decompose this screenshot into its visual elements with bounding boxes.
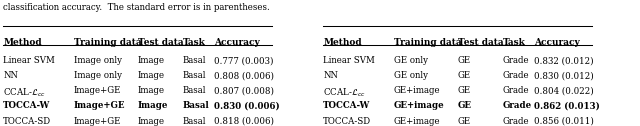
Text: Grade: Grade bbox=[502, 117, 529, 125]
Text: Accuracy: Accuracy bbox=[534, 38, 580, 47]
Text: Method: Method bbox=[3, 38, 42, 47]
Text: Image: Image bbox=[138, 101, 168, 110]
Text: Basal: Basal bbox=[182, 117, 206, 125]
Text: NN: NN bbox=[3, 71, 18, 80]
Text: Basal: Basal bbox=[182, 101, 209, 110]
Text: TOCCA-W: TOCCA-W bbox=[323, 101, 371, 110]
Text: Test data: Test data bbox=[138, 38, 183, 47]
Text: GE: GE bbox=[458, 86, 471, 95]
Text: GE: GE bbox=[458, 71, 471, 80]
Text: NN: NN bbox=[323, 71, 338, 80]
Text: TOCCA-SD: TOCCA-SD bbox=[323, 117, 371, 125]
Text: Grade: Grade bbox=[502, 71, 529, 80]
Text: Test data: Test data bbox=[458, 38, 503, 47]
Text: Basal: Basal bbox=[182, 56, 206, 65]
Text: 0.777 (0.003): 0.777 (0.003) bbox=[214, 56, 274, 65]
Text: Training data: Training data bbox=[74, 38, 141, 47]
Text: 0.830 (0.012): 0.830 (0.012) bbox=[534, 71, 594, 80]
Text: Image only: Image only bbox=[74, 56, 122, 65]
Text: 0.862 (0.013): 0.862 (0.013) bbox=[534, 101, 600, 110]
Text: Grade: Grade bbox=[502, 101, 532, 110]
Text: Accuracy: Accuracy bbox=[214, 38, 260, 47]
Text: Grade: Grade bbox=[502, 56, 529, 65]
Text: Image: Image bbox=[138, 56, 164, 65]
Text: GE+image: GE+image bbox=[394, 86, 440, 95]
Text: GE only: GE only bbox=[394, 56, 428, 65]
Text: Image+GE: Image+GE bbox=[74, 117, 121, 125]
Text: 0.807 (0.008): 0.807 (0.008) bbox=[214, 86, 275, 95]
Text: Task: Task bbox=[182, 38, 205, 47]
Text: Image: Image bbox=[138, 71, 164, 80]
Text: 0.804 (0.022): 0.804 (0.022) bbox=[534, 86, 594, 95]
Text: Basal: Basal bbox=[182, 71, 206, 80]
Text: 0.856 (0.011): 0.856 (0.011) bbox=[534, 117, 595, 125]
Text: GE+image: GE+image bbox=[394, 101, 444, 110]
Text: GE: GE bbox=[458, 101, 472, 110]
Text: Linear SVM: Linear SVM bbox=[323, 56, 375, 65]
Text: 0.818 (0.006): 0.818 (0.006) bbox=[214, 117, 275, 125]
Text: TOCCA-SD: TOCCA-SD bbox=[3, 117, 51, 125]
Text: CCAL-$\mathcal{L}_{cc}$: CCAL-$\mathcal{L}_{cc}$ bbox=[3, 86, 46, 99]
Text: GE only: GE only bbox=[394, 71, 428, 80]
Text: Linear SVM: Linear SVM bbox=[3, 56, 55, 65]
Text: Method: Method bbox=[323, 38, 362, 47]
Text: Grade: Grade bbox=[502, 86, 529, 95]
Text: Basal: Basal bbox=[182, 86, 206, 95]
Text: Training data: Training data bbox=[394, 38, 461, 47]
Text: 0.830 (0.006): 0.830 (0.006) bbox=[214, 101, 280, 110]
Text: 0.808 (0.006): 0.808 (0.006) bbox=[214, 71, 275, 80]
Text: GE: GE bbox=[458, 117, 471, 125]
Text: Image: Image bbox=[138, 117, 164, 125]
Text: GE+image: GE+image bbox=[394, 117, 440, 125]
Text: 0.832 (0.012): 0.832 (0.012) bbox=[534, 56, 594, 65]
Text: CCAL-$\mathcal{L}_{cc}$: CCAL-$\mathcal{L}_{cc}$ bbox=[323, 86, 366, 99]
Text: Task: Task bbox=[502, 38, 525, 47]
Text: Image: Image bbox=[138, 86, 164, 95]
Text: TOCCA-W: TOCCA-W bbox=[3, 101, 51, 110]
Text: Image+GE: Image+GE bbox=[74, 101, 125, 110]
Text: classification accuracy.  The standard error is in parentheses.: classification accuracy. The standard er… bbox=[3, 3, 270, 11]
Text: Image only: Image only bbox=[74, 71, 122, 80]
Text: Image+GE: Image+GE bbox=[74, 86, 121, 95]
Text: GE: GE bbox=[458, 56, 471, 65]
